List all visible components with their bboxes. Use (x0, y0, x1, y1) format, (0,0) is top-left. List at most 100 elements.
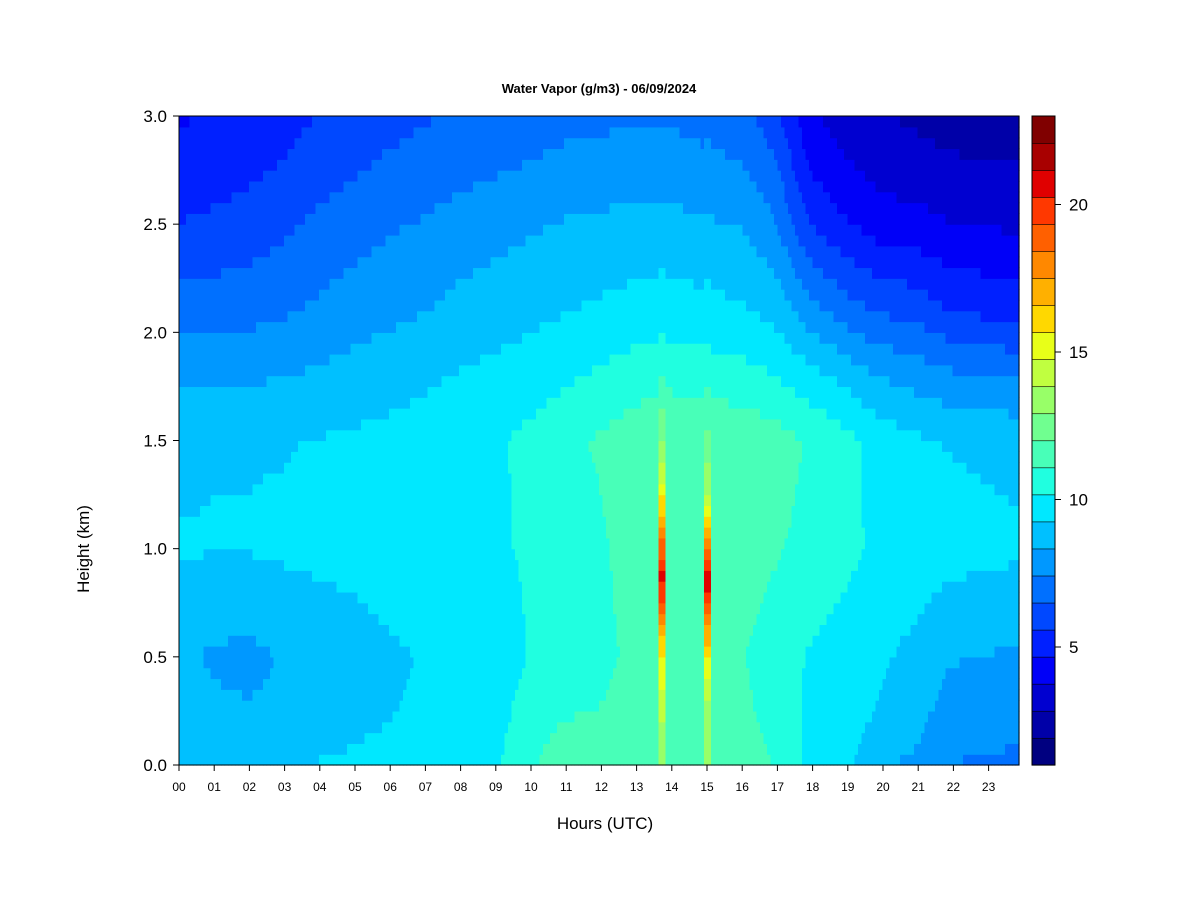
heatmap-cell (371, 245, 376, 258)
heatmap-cell (305, 559, 310, 571)
heatmap-cell (249, 462, 254, 474)
heatmap-cell (301, 310, 306, 323)
heatmap-cell (182, 213, 187, 225)
heatmap-cell (210, 353, 215, 366)
heatmap-cell (389, 289, 394, 301)
heatmap-cell (294, 321, 299, 333)
heatmap-cell (263, 732, 268, 744)
heatmap-cell (200, 667, 205, 680)
heatmap-cell (420, 559, 425, 571)
heatmap-cell (217, 570, 222, 582)
heatmap-cell (382, 754, 387, 766)
heatmap-cell (378, 700, 383, 712)
heatmap-cell (207, 710, 212, 723)
heatmap-cell (249, 516, 254, 528)
heatmap-cell (406, 635, 411, 647)
heatmap-cell (214, 137, 219, 150)
heatmap-cell (182, 710, 187, 723)
heatmap-cell (378, 732, 383, 744)
heatmap-cell (214, 159, 219, 171)
heatmap-cell (420, 202, 425, 214)
heatmap-cell (396, 148, 401, 160)
heatmap-cell (298, 689, 303, 701)
heatmap-cell (462, 451, 467, 463)
heatmap-cell (396, 548, 401, 561)
heatmap-cell (231, 505, 236, 517)
heatmap-cell (210, 299, 215, 312)
heatmap-cell (224, 678, 229, 690)
heatmap-cell (305, 386, 310, 398)
heatmap-cell (298, 418, 303, 431)
heatmap-cell (186, 656, 191, 669)
heatmap-cell (312, 408, 317, 420)
heatmap-cell (469, 721, 474, 734)
heatmap-cell (214, 256, 219, 269)
heatmap-cell (200, 386, 205, 398)
heatmap-cell (210, 602, 215, 615)
heatmap-cell (326, 537, 331, 550)
heatmap-cell (235, 191, 240, 204)
heatmap-cell (354, 353, 359, 366)
heatmap-cell (378, 689, 383, 701)
heatmap-cell (441, 451, 446, 463)
heatmap-cell (284, 462, 289, 474)
heatmap-cell (263, 570, 268, 582)
heatmap-cell (308, 224, 313, 236)
heatmap-cell (417, 116, 422, 128)
heatmap-cell (245, 710, 250, 723)
heatmap-cell (308, 278, 313, 290)
heatmap-cell (361, 689, 366, 701)
heatmap-cell (224, 289, 229, 301)
heatmap-cell (385, 256, 390, 269)
heatmap-cell (245, 613, 250, 625)
heatmap-cell (217, 332, 222, 344)
heatmap-cell (343, 267, 348, 279)
heatmap-cell (389, 321, 394, 333)
heatmap-cell (294, 754, 299, 766)
heatmap-cell (326, 581, 331, 593)
heatmap-cell (179, 548, 184, 561)
heatmap-cell (329, 440, 334, 452)
heatmap-cell (396, 505, 401, 517)
heatmap-cell (459, 202, 464, 214)
heatmap-cell (305, 462, 310, 474)
heatmap-cell (322, 148, 327, 160)
heatmap-cell (312, 180, 317, 193)
heatmap-cell (354, 646, 359, 658)
heatmap-cell (221, 213, 226, 225)
heatmap-cell (263, 462, 268, 474)
heatmap-cell (196, 397, 201, 409)
heatmap-cell (336, 213, 341, 225)
heatmap-cell (364, 451, 369, 463)
heatmap-cell (182, 527, 187, 539)
heatmap-cell (277, 591, 282, 604)
heatmap-cell (466, 646, 471, 658)
heatmap-cell (448, 299, 453, 312)
heatmap-cell (452, 700, 457, 712)
heatmap-cell (193, 440, 198, 452)
heatmap-cell (427, 321, 432, 333)
heatmap-cell (280, 710, 285, 723)
heatmap-cell (287, 559, 292, 571)
heatmap-cell (270, 343, 275, 355)
heatmap-cell (410, 256, 415, 269)
heatmap-cell (210, 505, 215, 517)
heatmap-cell (354, 624, 359, 636)
heatmap-cell (354, 743, 359, 755)
heatmap-cell (256, 537, 261, 550)
heatmap-cell (333, 591, 338, 604)
heatmap-cell (406, 256, 411, 269)
heatmap-cell (277, 494, 282, 506)
heatmap-cell (459, 472, 464, 485)
heatmap-cell (336, 137, 341, 150)
heatmap-cell (298, 159, 303, 171)
heatmap-cell (228, 213, 233, 225)
heatmap-cell (294, 700, 299, 712)
heatmap-cell (273, 267, 278, 279)
heatmap-cell (312, 278, 317, 290)
heatmap-cell (207, 440, 212, 452)
heatmap-cell (326, 494, 331, 506)
heatmap-cell (231, 591, 236, 604)
heatmap-cell (242, 245, 247, 258)
heatmap-cell (459, 559, 464, 571)
